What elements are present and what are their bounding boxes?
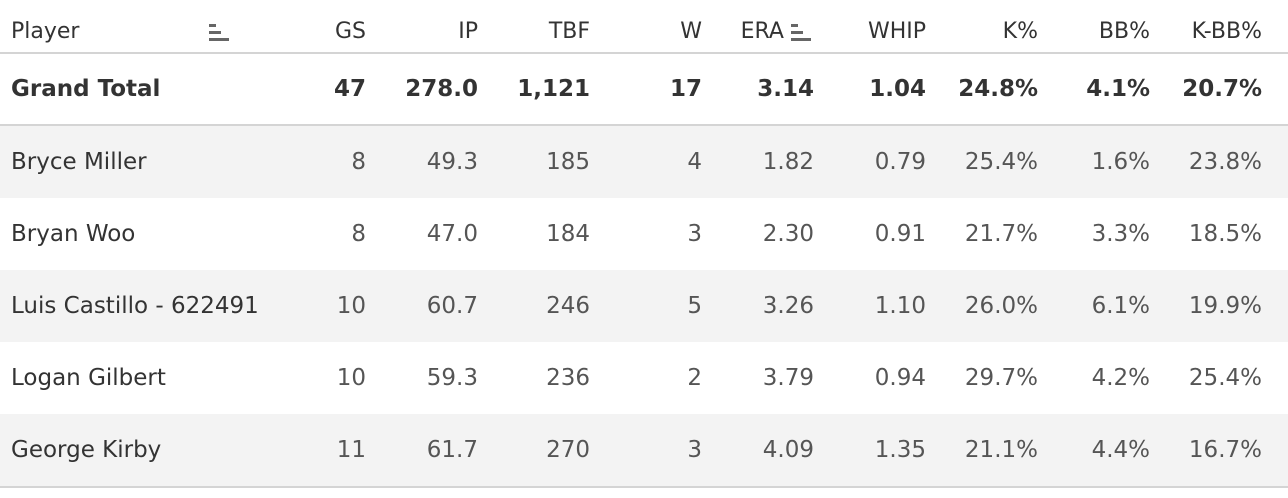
header-era[interactable]: ERA (740, 19, 784, 44)
cell-k-bb-pct: 23.8% (1188, 149, 1262, 175)
cell-whip: 0.94 (874, 365, 926, 391)
cell-ip: 278.0 (405, 76, 478, 102)
cell-k-pct: 21.1% (964, 437, 1038, 463)
cell-whip: 1.04 (869, 76, 926, 102)
cell-gs: 11 (336, 437, 366, 463)
cell-bb-pct: 6.1% (1091, 293, 1150, 319)
cell-era: 3.79 (762, 365, 814, 391)
player-name[interactable]: Logan Gilbert (11, 365, 166, 391)
cell-gs: 10 (336, 293, 366, 319)
cell-era: 3.26 (762, 293, 814, 319)
table-row[interactable]: George Kirby 11 61.7 270 3 4.09 1.35 21.… (0, 414, 1288, 488)
cell-gs: 10 (336, 365, 366, 391)
cell-k-bb-pct: 19.9% (1188, 293, 1262, 319)
cell-whip: 1.10 (874, 293, 926, 319)
table-row[interactable]: Bryan Woo 8 47.0 184 3 2.30 0.91 21.7% 3… (0, 198, 1288, 270)
cell-k-pct: 25.4% (964, 149, 1038, 175)
pitching-stats-table: Player GS IP TBF W ERA WHIP K% BB% K-BB%… (0, 0, 1288, 488)
cell-w: 3 (687, 221, 702, 247)
cell-ip: 61.7 (426, 437, 478, 463)
cell-ip: 47.0 (426, 221, 478, 247)
cell-w: 2 (687, 365, 702, 391)
cell-k-pct: 21.7% (964, 221, 1038, 247)
cell-era: 3.14 (757, 76, 814, 102)
sort-bars-icon[interactable] (791, 24, 813, 42)
cell-bb-pct: 1.6% (1091, 149, 1150, 175)
cell-k-pct: 26.0% (964, 293, 1038, 319)
cell-k-bb-pct: 25.4% (1188, 365, 1262, 391)
table-row[interactable]: Bryce Miller 8 49.3 185 4 1.82 0.79 25.4… (0, 126, 1288, 198)
grand-total-row: Grand Total 47 278.0 1,121 17 3.14 1.04 … (0, 54, 1288, 126)
cell-bb-pct: 4.1% (1086, 76, 1150, 102)
header-gs[interactable]: GS (334, 19, 366, 44)
player-name[interactable]: Bryce Miller (11, 149, 147, 175)
table-row[interactable]: Luis Castillo - 622491 10 60.7 246 5 3.2… (0, 270, 1288, 342)
header-ip[interactable]: IP (458, 19, 478, 44)
header-player[interactable]: Player (11, 19, 80, 44)
cell-w: 5 (687, 293, 702, 319)
cell-whip: 1.35 (874, 437, 926, 463)
table-header-row: Player GS IP TBF W ERA WHIP K% BB% K-BB% (0, 0, 1288, 54)
cell-gs: 8 (351, 149, 366, 175)
header-w[interactable]: W (680, 19, 702, 44)
player-name[interactable]: Bryan Woo (11, 221, 136, 247)
cell-whip: 0.91 (874, 221, 926, 247)
cell-w: 17 (669, 76, 702, 102)
cell-gs: 8 (351, 221, 366, 247)
cell-k-pct: 29.7% (964, 365, 1038, 391)
cell-tbf: 185 (546, 149, 590, 175)
cell-tbf: 236 (546, 365, 590, 391)
player-name[interactable]: George Kirby (11, 437, 162, 463)
sort-bars-icon[interactable] (209, 24, 231, 42)
player-name: Grand Total (11, 76, 161, 102)
cell-ip: 49.3 (426, 149, 478, 175)
header-k-bb-pct[interactable]: K-BB% (1191, 19, 1262, 44)
cell-ip: 60.7 (426, 293, 478, 319)
cell-w: 4 (687, 149, 702, 175)
cell-era: 2.30 (762, 221, 814, 247)
cell-k-bb-pct: 20.7% (1182, 76, 1262, 102)
cell-tbf: 1,121 (517, 76, 590, 102)
cell-k-bb-pct: 18.5% (1188, 221, 1262, 247)
cell-k-bb-pct: 16.7% (1188, 437, 1262, 463)
cell-whip: 0.79 (874, 149, 926, 175)
header-tbf[interactable]: TBF (548, 19, 590, 44)
header-bb-pct[interactable]: BB% (1098, 19, 1150, 44)
cell-bb-pct: 3.3% (1091, 221, 1150, 247)
table-row[interactable]: Logan Gilbert 10 59.3 236 2 3.79 0.94 29… (0, 342, 1288, 414)
cell-tbf: 246 (546, 293, 590, 319)
cell-bb-pct: 4.4% (1091, 437, 1150, 463)
cell-gs: 47 (333, 76, 366, 102)
header-whip[interactable]: WHIP (867, 19, 926, 44)
cell-era: 4.09 (762, 437, 814, 463)
cell-tbf: 184 (546, 221, 590, 247)
cell-tbf: 270 (546, 437, 590, 463)
header-k-pct[interactable]: K% (1002, 19, 1038, 44)
cell-w: 3 (687, 437, 702, 463)
cell-era: 1.82 (762, 149, 814, 175)
cell-ip: 59.3 (426, 365, 478, 391)
cell-k-pct: 24.8% (958, 76, 1038, 102)
cell-bb-pct: 4.2% (1091, 365, 1150, 391)
player-name[interactable]: Luis Castillo - 622491 (11, 293, 259, 319)
